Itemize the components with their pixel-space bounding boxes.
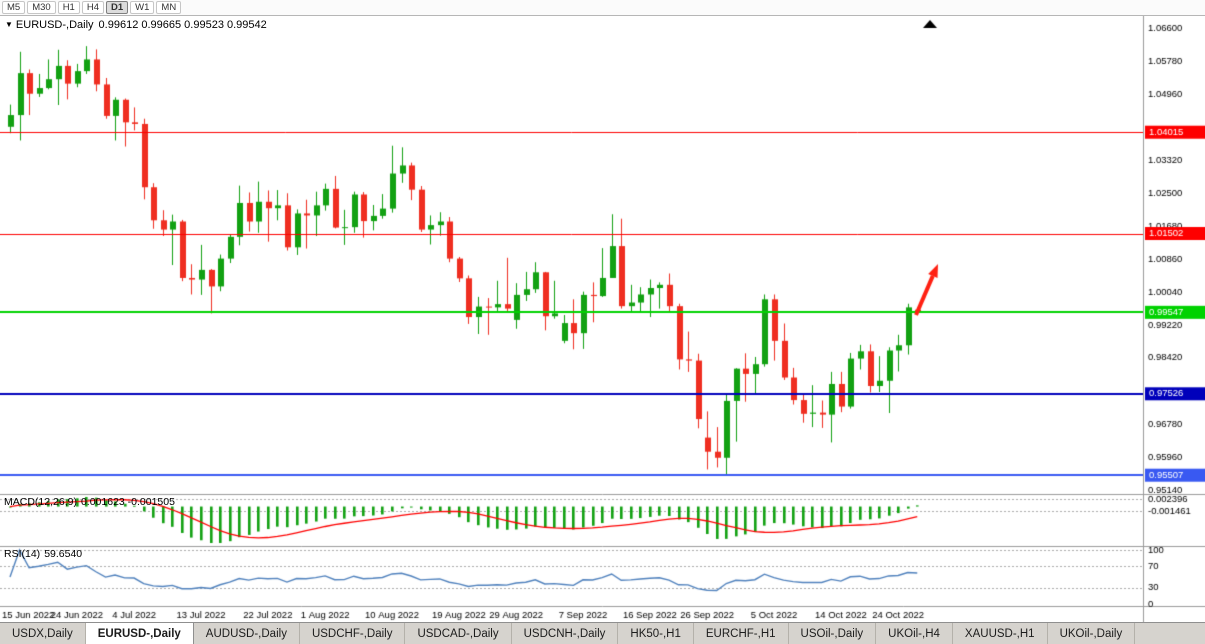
chart-tab-eurusd-daily[interactable]: EURUSD-,Daily: [85, 623, 194, 644]
price-chart-canvas[interactable]: [0, 16, 1205, 622]
chart-tab-usoil-daily[interactable]: USOil-,Daily: [789, 623, 877, 644]
chart-tab-hk50-h1[interactable]: HK50-,H1: [618, 623, 694, 644]
chart-tab-usdcnh-daily[interactable]: USDCNH-,Daily: [512, 623, 619, 644]
timeframe-button-m30[interactable]: M30: [27, 1, 56, 14]
timeframe-button-h4[interactable]: H4: [81, 1, 104, 14]
timeframe-toolbar: M5 M30 H1 H4 D1 W1 MN: [0, 0, 1205, 16]
timeframe-button-d1[interactable]: D1: [106, 1, 129, 14]
timeframe-button-w1[interactable]: W1: [130, 1, 155, 14]
chart-tab-ukoil-h4[interactable]: UKOil-,H4: [876, 623, 953, 644]
timeframe-button-m5[interactable]: M5: [2, 1, 26, 14]
chart-area: ▼ EURUSD-,Daily 0.99612 0.99665 0.99523 0.…: [0, 16, 1205, 622]
chart-tab-xauusd-h1[interactable]: XAUUSD-,H1: [953, 623, 1048, 644]
chart-tab-ukoil-daily[interactable]: UKOil-,Daily: [1048, 623, 1136, 644]
timeframe-button-mn[interactable]: MN: [156, 1, 182, 14]
timeframe-button-h1[interactable]: H1: [57, 1, 80, 14]
chart-tabs-bar: USDX,Daily EURUSD-,Daily AUDUSD-,Daily USDC…: [0, 622, 1205, 644]
chart-tab-usdcad-daily[interactable]: USDCAD-,Daily: [405, 623, 512, 644]
chart-tab-eurchf-h1[interactable]: EURCHF-,H1: [694, 623, 789, 644]
chart-tab-usdx-daily[interactable]: USDX,Daily: [0, 623, 86, 644]
chart-tab-audusd-daily[interactable]: AUDUSD-,Daily: [194, 623, 300, 644]
chart-tab-usdchf-daily[interactable]: USDCHF-,Daily: [300, 623, 406, 644]
